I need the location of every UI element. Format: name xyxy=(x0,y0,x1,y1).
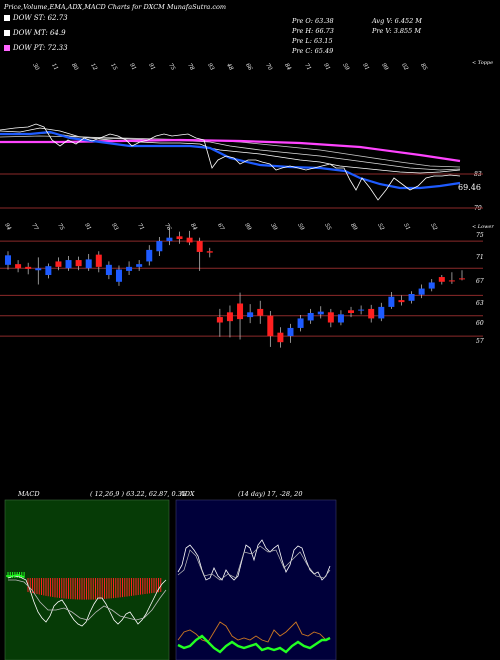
ema-line-pink xyxy=(0,138,461,163)
candle-body xyxy=(35,268,42,271)
candle-body xyxy=(176,236,183,240)
price-close-line xyxy=(0,123,461,201)
legend-dow-pt: DOW PT: 72.33 xyxy=(4,44,68,52)
price-y-tick-60: 60 xyxy=(476,320,484,327)
adx-params: (14 day) 17, -28, 20 xyxy=(238,490,303,498)
price-y-tick-71: 71 xyxy=(476,254,484,261)
candle-body xyxy=(25,266,32,269)
price-y-tick-67: 67 xyxy=(476,278,484,285)
candle-body xyxy=(277,332,284,343)
candle-body xyxy=(378,306,385,319)
prev-open: Pre O: 63.38 xyxy=(292,17,334,25)
candle-body xyxy=(146,249,153,262)
candle-body xyxy=(408,294,415,301)
adx-label: ADX xyxy=(180,490,195,498)
price-corner-label: < Lower xyxy=(472,224,494,230)
candle-body xyxy=(348,310,355,313)
candle-body xyxy=(186,237,193,243)
legend-label: DOW MT: 64.9 xyxy=(13,29,66,37)
candle-body xyxy=(428,282,435,289)
adx-panel-bg xyxy=(175,499,337,660)
candle-body xyxy=(156,241,163,252)
macd-panel xyxy=(4,499,170,660)
adx-di-plus xyxy=(177,634,331,654)
candle-body xyxy=(247,312,254,318)
prev-low: Pre L: 63.15 xyxy=(292,37,333,45)
candle-body xyxy=(257,308,264,316)
candle-body xyxy=(438,277,445,282)
candle-body xyxy=(45,266,52,275)
prev-volume: Pre V: 3.855 M xyxy=(372,27,422,35)
top-corner-label: < Toppe xyxy=(472,60,494,66)
macd-line xyxy=(7,575,167,627)
macd-params: ( 12,26,9 ) 63.22, 62.87, 0.35 xyxy=(90,490,187,498)
candle-body xyxy=(418,288,425,295)
candle-body xyxy=(166,237,173,242)
avg-volume: Avg V: 6.452 M xyxy=(372,17,422,25)
macd-green-line xyxy=(6,574,25,578)
price-y-tick-75: 75 xyxy=(476,232,484,239)
chart-title: Price,Volume,EMA,ADX,MACD Charts for DXC… xyxy=(4,3,227,11)
candle-body xyxy=(237,303,244,320)
legend-label: DOW ST: 62.73 xyxy=(13,14,68,22)
candle-body xyxy=(126,266,133,271)
candle-body xyxy=(55,261,62,267)
candle-body xyxy=(15,264,22,269)
candle-body xyxy=(358,309,365,311)
macd-signal-line xyxy=(8,579,167,621)
candle-body xyxy=(65,260,72,269)
legend-label: DOW PT: 72.33 xyxy=(13,44,68,52)
price-panel xyxy=(0,228,483,348)
candle-body xyxy=(388,296,395,307)
candle-body xyxy=(85,259,92,269)
legend-swatch-icon xyxy=(4,45,10,51)
legend-swatch-icon xyxy=(4,15,10,21)
candle-body xyxy=(5,255,11,265)
candle-body xyxy=(196,241,203,252)
candle-body xyxy=(226,312,233,322)
prev-high: Pre H: 66.73 xyxy=(292,27,334,35)
candle-body xyxy=(448,280,455,282)
candle-body xyxy=(368,308,375,319)
legend-dow-mt: DOW MT: 64.9 xyxy=(4,29,66,37)
macd-label: MACD xyxy=(18,490,40,498)
candle-body xyxy=(105,264,112,275)
ema-value-label: 69.46 xyxy=(458,183,481,192)
price-y-tick-63: 63 xyxy=(476,300,484,307)
candle-body xyxy=(337,314,344,323)
candle-body xyxy=(297,318,304,328)
prev-close: Pre C: 65.49 xyxy=(292,47,334,55)
legend-dow-st: DOW ST: 62.73 xyxy=(4,14,68,22)
candle-body xyxy=(216,317,223,323)
adx-line-2 xyxy=(177,545,331,581)
candle-body xyxy=(398,300,405,303)
candle-body xyxy=(307,313,314,321)
candle-body xyxy=(75,260,82,267)
price-y-tick-57: 57 xyxy=(476,338,484,345)
adx-line xyxy=(177,539,331,581)
candle-body xyxy=(206,251,213,253)
candle-body xyxy=(327,312,334,323)
candle-body xyxy=(95,254,102,267)
candle-body xyxy=(459,278,465,280)
candle-body xyxy=(267,315,274,337)
candle-body xyxy=(136,264,143,267)
candle-body xyxy=(115,269,122,282)
candle-body xyxy=(317,311,324,315)
adx-panel xyxy=(175,499,337,660)
macd-histogram xyxy=(7,572,162,600)
legend-swatch-icon xyxy=(4,30,10,36)
ema-line-white-2 xyxy=(0,132,461,171)
candle-body xyxy=(287,327,294,337)
adx-di-minus xyxy=(177,621,331,643)
ema-panel xyxy=(0,123,483,209)
